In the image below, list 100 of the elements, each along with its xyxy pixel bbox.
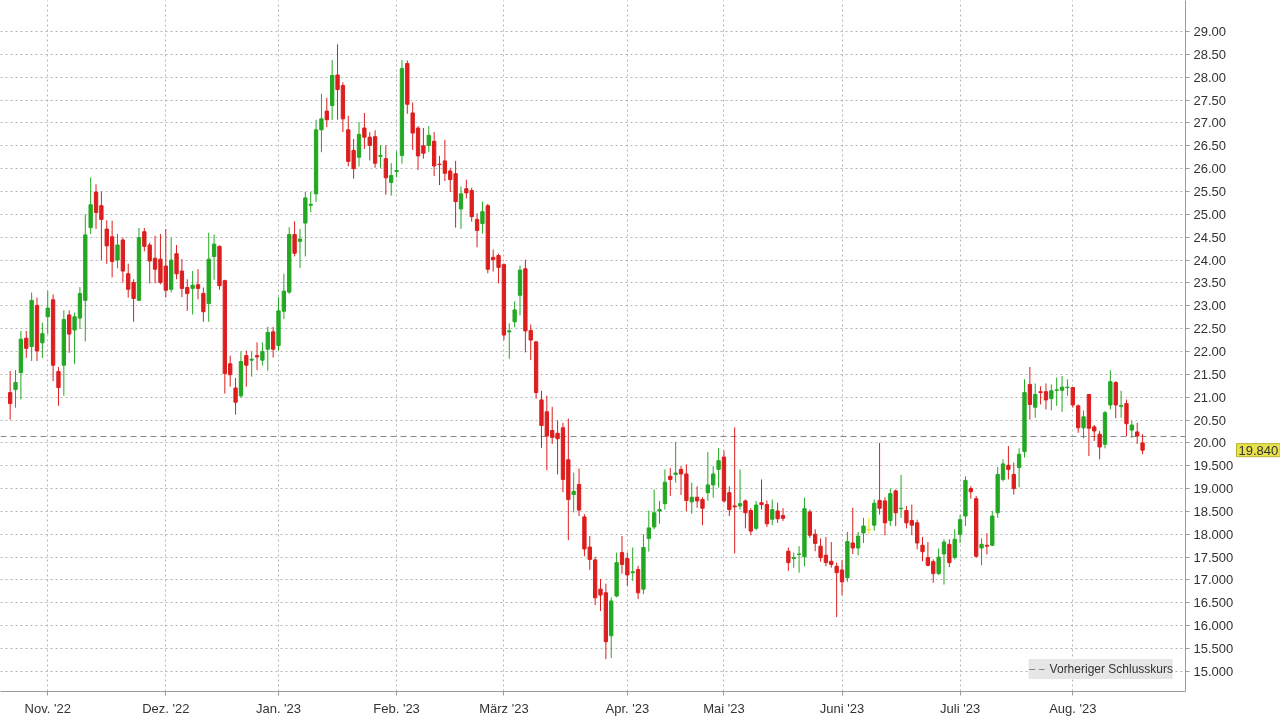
y-tick-label: 16.000: [1193, 618, 1234, 634]
candlestick: [872, 499, 877, 532]
y-tick-label: 26.00: [1193, 161, 1227, 177]
x-tick-label: Mai '23: [703, 700, 745, 716]
candlestick: [249, 350, 254, 378]
y-tick-label: 17.500: [1193, 549, 1234, 565]
candlestick: [115, 233, 120, 269]
candlestick: [920, 536, 925, 562]
y-tick-label: 22.50: [1193, 321, 1227, 337]
x-tick-label: Juli '23: [940, 700, 981, 716]
y-tick-label: 23.50: [1193, 275, 1227, 291]
candlestick: [786, 547, 791, 572]
candlestick: [855, 531, 861, 556]
candlestick: [260, 341, 265, 367]
candlestick: [356, 121, 362, 167]
candlestick: [753, 500, 759, 531]
candlestick: [861, 517, 866, 544]
y-tick-label: 25.50: [1193, 184, 1227, 200]
candlestick: [56, 366, 61, 407]
candlestick: [254, 341, 260, 371]
candlestick: [195, 268, 201, 300]
y-tick-label: 21.00: [1193, 389, 1227, 405]
candlestick: [770, 499, 775, 526]
y-tick-label: 24.00: [1193, 252, 1227, 268]
candlestick: [630, 547, 635, 582]
x-tick-label: Dez. '22: [142, 700, 190, 716]
candlestick: [244, 350, 249, 388]
y-tick-label: 17.000: [1193, 572, 1234, 588]
candlestick: [571, 472, 576, 513]
y-tick-label: 25.00: [1193, 206, 1227, 222]
candlestick: [201, 287, 206, 323]
candlestick: [1049, 383, 1054, 411]
candlestick: [936, 547, 941, 576]
y-tick-label: 21.50: [1193, 366, 1227, 382]
candlestick: [394, 150, 399, 178]
y-tick-label: 16.500: [1193, 595, 1234, 611]
text: 19.840: [1238, 442, 1279, 458]
y-tick-label: 18.000: [1193, 526, 1234, 542]
candlestick: [850, 507, 855, 555]
candlestick: [507, 322, 512, 360]
x-tick-label: Jan. '23: [255, 700, 302, 716]
x-tick-label: Apr. '23: [605, 700, 650, 716]
candlestick: [40, 322, 45, 359]
candlestick: [45, 290, 50, 335]
y-tick-label: 24.50: [1193, 229, 1227, 245]
candlestick: [24, 330, 29, 359]
candlestick: [984, 532, 990, 555]
candlestick: [13, 369, 18, 409]
candlestick: [1097, 430, 1102, 460]
legend-label: Vorheriger Schlusskurs: [1049, 662, 1173, 676]
candlestick: [1011, 462, 1016, 496]
x-tick-label: Nov. '22: [24, 700, 71, 716]
y-tick-label: 18.500: [1193, 503, 1234, 519]
candlestick: [673, 441, 678, 484]
y-tick-label: 26.50: [1193, 138, 1227, 154]
candlestick: [1118, 390, 1124, 419]
candlestick: [426, 125, 431, 153]
candlestick: [292, 220, 297, 257]
y-tick-label: 19.500: [1193, 458, 1234, 474]
candlestick: [941, 538, 947, 586]
candlestick: [233, 377, 238, 416]
candlestick: [324, 97, 329, 128]
candlestick: [689, 482, 694, 515]
candlestick: [458, 186, 464, 230]
candlestick: [1113, 380, 1118, 419]
candlestick: [1140, 433, 1145, 455]
candlestick: [297, 228, 303, 269]
candlestick: [1124, 398, 1129, 437]
candlestick: [1135, 422, 1140, 445]
y-tick-label: 28.00: [1193, 69, 1227, 85]
y-tick-label: 15.500: [1193, 641, 1234, 657]
candlestick: [474, 212, 480, 248]
y-tick-label: 29.00: [1193, 24, 1227, 40]
y-tick-label: 27.50: [1193, 92, 1227, 108]
candlestick: [635, 565, 641, 600]
y-tick-label: 19.000: [1193, 481, 1234, 497]
y-tick-label: 15.000: [1193, 663, 1234, 679]
candlestick: [1081, 409, 1086, 439]
candlestick: [668, 467, 673, 497]
x-tick-label: Juni '23: [819, 700, 865, 716]
candlestick: [270, 326, 276, 358]
x-tick-label: März '23: [479, 700, 529, 716]
y-tick-label: 28.50: [1193, 46, 1227, 62]
candlestick: [952, 528, 957, 560]
candlestick: [67, 309, 72, 354]
candlestick: [1108, 369, 1113, 411]
candlestick: [512, 300, 517, 328]
candlestick: [389, 162, 394, 197]
candlestick: [8, 370, 13, 421]
candlestick: [480, 201, 485, 235]
candlestick: [957, 514, 963, 544]
x-tick-label: Aug. '23: [1049, 700, 1097, 716]
x-tick-label: Feb. '23: [373, 700, 420, 716]
y-tick-label: 27.00: [1193, 115, 1227, 131]
candlestick: [716, 447, 721, 489]
y-tick-label: 20.50: [1193, 412, 1227, 428]
candlestick: [737, 468, 743, 511]
candlestick: [378, 144, 383, 169]
candlestick: [657, 500, 662, 525]
candlestick: [947, 538, 952, 568]
